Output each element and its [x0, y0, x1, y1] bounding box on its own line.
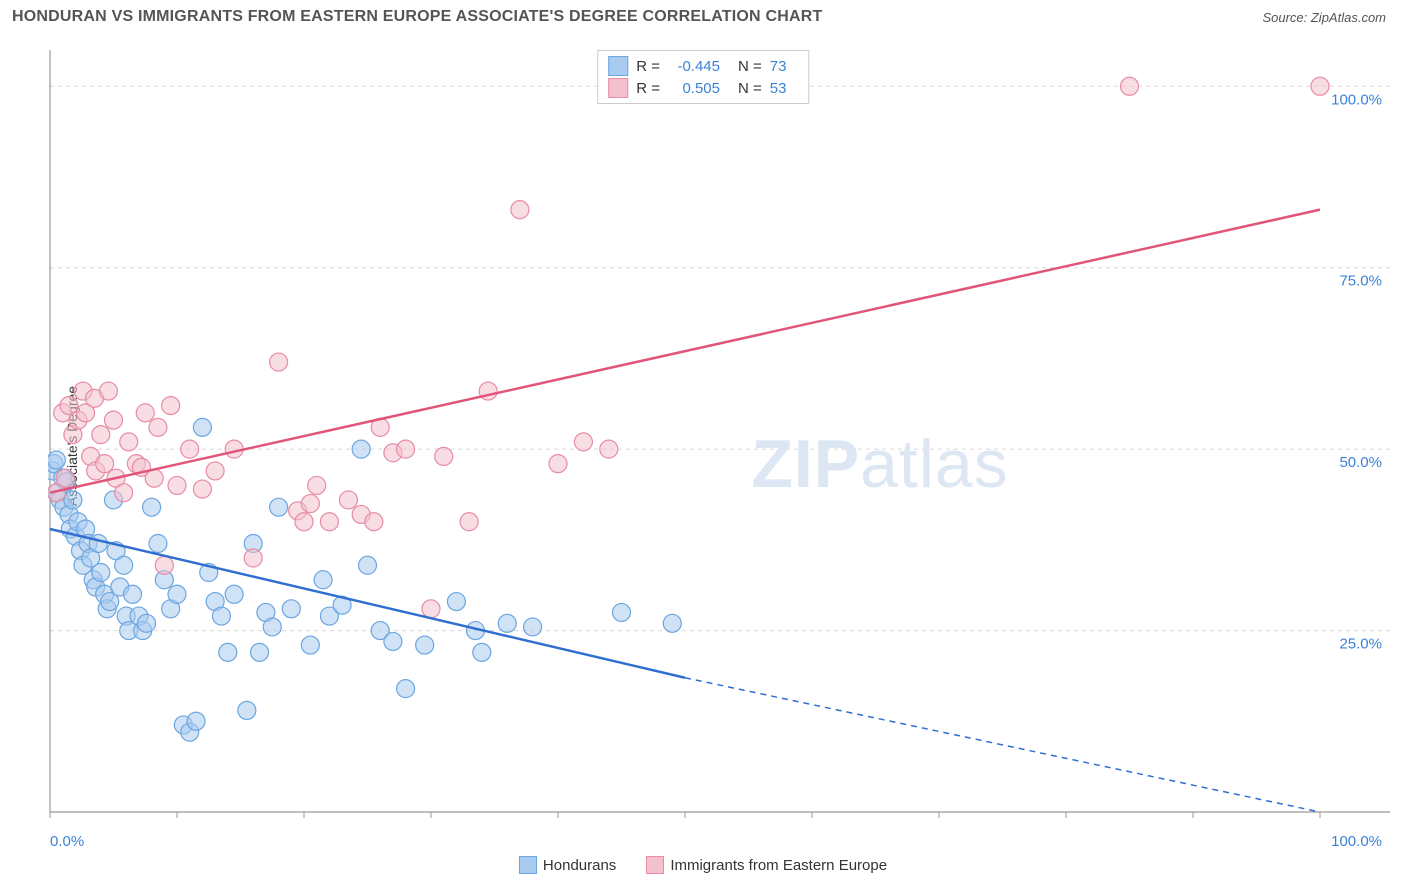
r-value: -0.445	[668, 58, 720, 75]
chart-area: 25.0% 50.0% 75.0% 100.0% ZIPatlas	[48, 48, 1390, 832]
r-value: 0.505	[668, 80, 720, 97]
x-min-label: 0.0%	[50, 833, 84, 850]
swatch-icon	[519, 856, 537, 874]
source-label: Source: ZipAtlas.com	[1262, 10, 1386, 25]
r-label: R =	[636, 80, 660, 97]
legend-item: Immigrants from Eastern Europe	[646, 856, 887, 874]
swatch-icon	[608, 78, 628, 98]
legend-label: Hondurans	[543, 857, 616, 874]
n-value: 73	[770, 58, 798, 75]
swatch-icon	[608, 56, 628, 76]
scatter-chart: 25.0% 50.0% 75.0% 100.0% ZIPatlas	[48, 48, 1390, 832]
legend-label: Immigrants from Eastern Europe	[670, 857, 887, 874]
n-label: N =	[738, 80, 762, 97]
r-label: R =	[636, 58, 660, 75]
svg-text:50.0%: 50.0%	[1339, 454, 1382, 471]
swatch-icon	[646, 856, 664, 874]
svg-text:100.0%: 100.0%	[1331, 91, 1382, 108]
header: HONDURAN VS IMMIGRANTS FROM EASTERN EURO…	[0, 0, 1406, 30]
n-label: N =	[738, 58, 762, 75]
legend-item: Hondurans	[519, 856, 616, 874]
svg-text:75.0%: 75.0%	[1339, 273, 1382, 290]
chart-title: HONDURAN VS IMMIGRANTS FROM EASTERN EURO…	[12, 8, 822, 26]
stats-row: R = -0.445 N = 73	[608, 55, 798, 77]
stats-legend: R = -0.445 N = 73 R = 0.505 N = 53	[597, 50, 809, 104]
x-max-label: 100.0%	[1331, 833, 1382, 850]
n-value: 53	[770, 80, 798, 97]
stats-row: R = 0.505 N = 53	[608, 77, 798, 99]
svg-text:ZIPatlas: ZIPatlas	[751, 426, 1008, 502]
svg-text:25.0%: 25.0%	[1339, 636, 1382, 653]
legend-bottom: Hondurans Immigrants from Eastern Europe	[0, 856, 1406, 874]
